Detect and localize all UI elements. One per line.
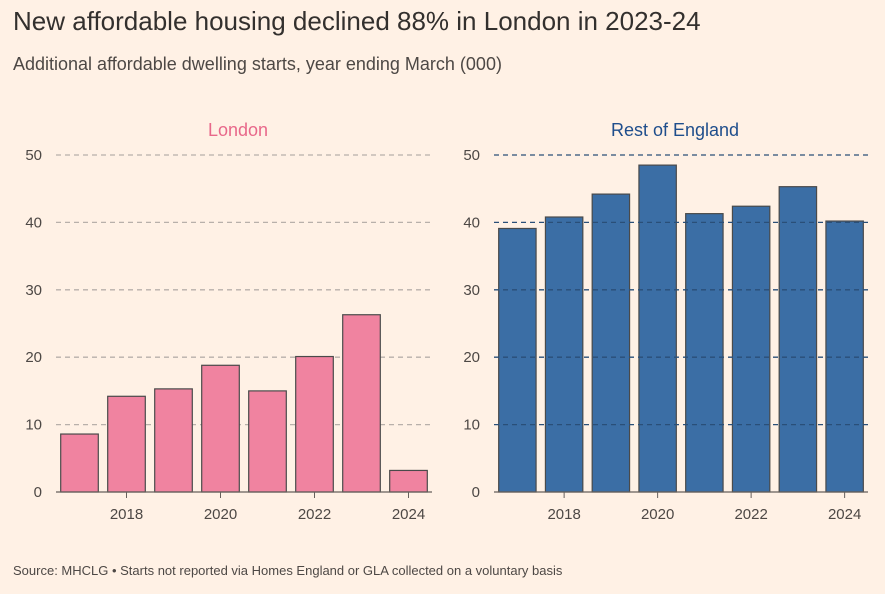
page-subtitle: Additional affordable dwelling starts, y… bbox=[13, 54, 502, 74]
bar-rest-2022 bbox=[731, 205, 771, 493]
bar-london-2023 bbox=[342, 314, 381, 493]
x-tick-label: 2018 bbox=[110, 506, 143, 523]
bar-rest-2018 bbox=[544, 216, 584, 493]
y-tick-label: 30 bbox=[463, 282, 480, 299]
x-tick-label: 2022 bbox=[734, 506, 767, 523]
y-tick-label: 0 bbox=[472, 484, 480, 501]
bar-london-2018 bbox=[107, 395, 146, 493]
y-tick-label: 50 bbox=[463, 147, 480, 164]
y-tick-label: 0 bbox=[34, 484, 42, 501]
bar-rest-2024 bbox=[825, 220, 864, 493]
bars-london bbox=[60, 314, 428, 493]
y-tick-label: 40 bbox=[25, 214, 42, 231]
x-tick-label: 2024 bbox=[392, 506, 425, 523]
y-tick-label: 10 bbox=[25, 417, 42, 434]
bar-london-2017 bbox=[60, 433, 99, 493]
x-tick-label: 2020 bbox=[204, 506, 237, 523]
x-tick-label: 2020 bbox=[641, 506, 674, 523]
x-tick-label: 2018 bbox=[547, 506, 580, 523]
y-tick-label: 30 bbox=[25, 282, 42, 299]
bar-london-2019 bbox=[154, 388, 193, 493]
bar-rest-2021 bbox=[685, 213, 724, 493]
panel-title-london: London bbox=[208, 120, 268, 140]
bar-rest-2019 bbox=[591, 193, 631, 493]
y-tick-label: 10 bbox=[463, 417, 480, 434]
bar-rest-2023 bbox=[778, 186, 818, 493]
y-tick-label: 20 bbox=[463, 349, 480, 366]
source-note: Source: MHCLG • Starts not reported via … bbox=[13, 563, 563, 578]
page-title: New affordable housing declined 88% in L… bbox=[13, 6, 701, 36]
bar-london-2020 bbox=[201, 364, 240, 493]
y-tick-label: 40 bbox=[463, 214, 480, 231]
bar-london-2021 bbox=[248, 390, 287, 493]
bar-rest-2020 bbox=[638, 164, 677, 493]
london-chart: London 0 10 20 30 40 50 2018 2020 2022 2024 bbox=[25, 120, 432, 523]
bar-london-2022 bbox=[295, 355, 334, 493]
bars-rest bbox=[498, 164, 864, 493]
panel-title-rest: Rest of England bbox=[611, 120, 739, 140]
x-tick-label: 2024 bbox=[828, 506, 861, 523]
rest-of-england-chart: Rest of England 0 10 20 30 40 50 2018 2020 2022 20… bbox=[463, 120, 868, 523]
y-tick-label: 50 bbox=[25, 147, 42, 164]
x-tick-label: 2022 bbox=[298, 506, 331, 523]
bar-london-2024 bbox=[389, 469, 428, 493]
bar-rest-2017 bbox=[498, 227, 537, 493]
y-tick-label: 20 bbox=[25, 349, 42, 366]
